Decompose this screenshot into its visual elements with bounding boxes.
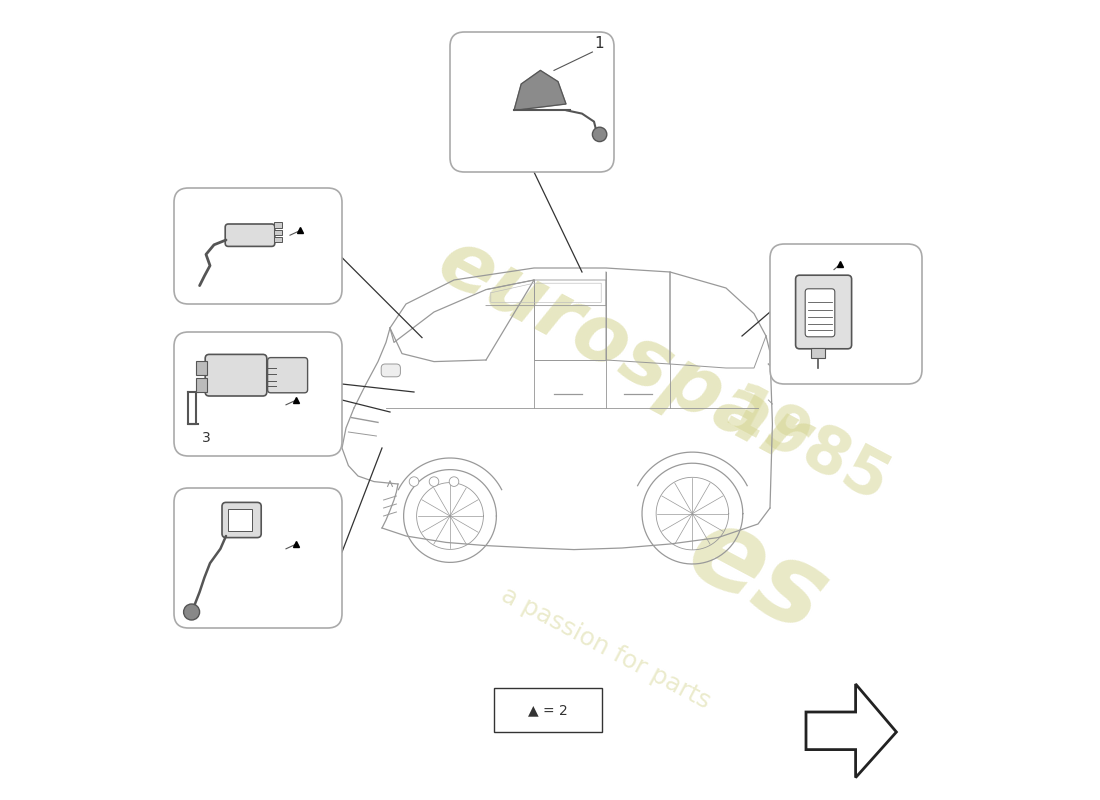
- FancyBboxPatch shape: [805, 289, 835, 337]
- FancyBboxPatch shape: [197, 361, 207, 375]
- FancyBboxPatch shape: [274, 237, 282, 242]
- Text: eurospar: eurospar: [425, 222, 820, 482]
- Text: 3: 3: [202, 431, 211, 446]
- FancyBboxPatch shape: [226, 224, 275, 246]
- FancyBboxPatch shape: [811, 348, 825, 358]
- FancyBboxPatch shape: [222, 502, 261, 538]
- FancyBboxPatch shape: [770, 244, 922, 384]
- Text: 1985: 1985: [713, 379, 899, 517]
- Text: ▲ = 2: ▲ = 2: [528, 703, 568, 718]
- FancyBboxPatch shape: [174, 188, 342, 304]
- Polygon shape: [514, 70, 566, 110]
- Text: a passion for parts: a passion for parts: [497, 582, 715, 714]
- Circle shape: [184, 604, 199, 620]
- Circle shape: [429, 477, 439, 486]
- FancyBboxPatch shape: [494, 688, 602, 732]
- Polygon shape: [806, 684, 896, 778]
- Circle shape: [449, 477, 459, 486]
- FancyBboxPatch shape: [267, 358, 308, 393]
- FancyBboxPatch shape: [274, 230, 282, 235]
- Circle shape: [409, 477, 419, 486]
- FancyBboxPatch shape: [795, 275, 851, 349]
- Text: 1: 1: [594, 36, 604, 51]
- Circle shape: [593, 127, 607, 142]
- FancyBboxPatch shape: [274, 222, 282, 228]
- FancyBboxPatch shape: [197, 378, 207, 392]
- FancyBboxPatch shape: [229, 509, 252, 531]
- FancyBboxPatch shape: [450, 32, 614, 172]
- FancyBboxPatch shape: [174, 332, 342, 456]
- FancyBboxPatch shape: [174, 488, 342, 628]
- FancyBboxPatch shape: [382, 364, 400, 377]
- Text: es: es: [670, 495, 846, 657]
- FancyBboxPatch shape: [206, 354, 267, 396]
